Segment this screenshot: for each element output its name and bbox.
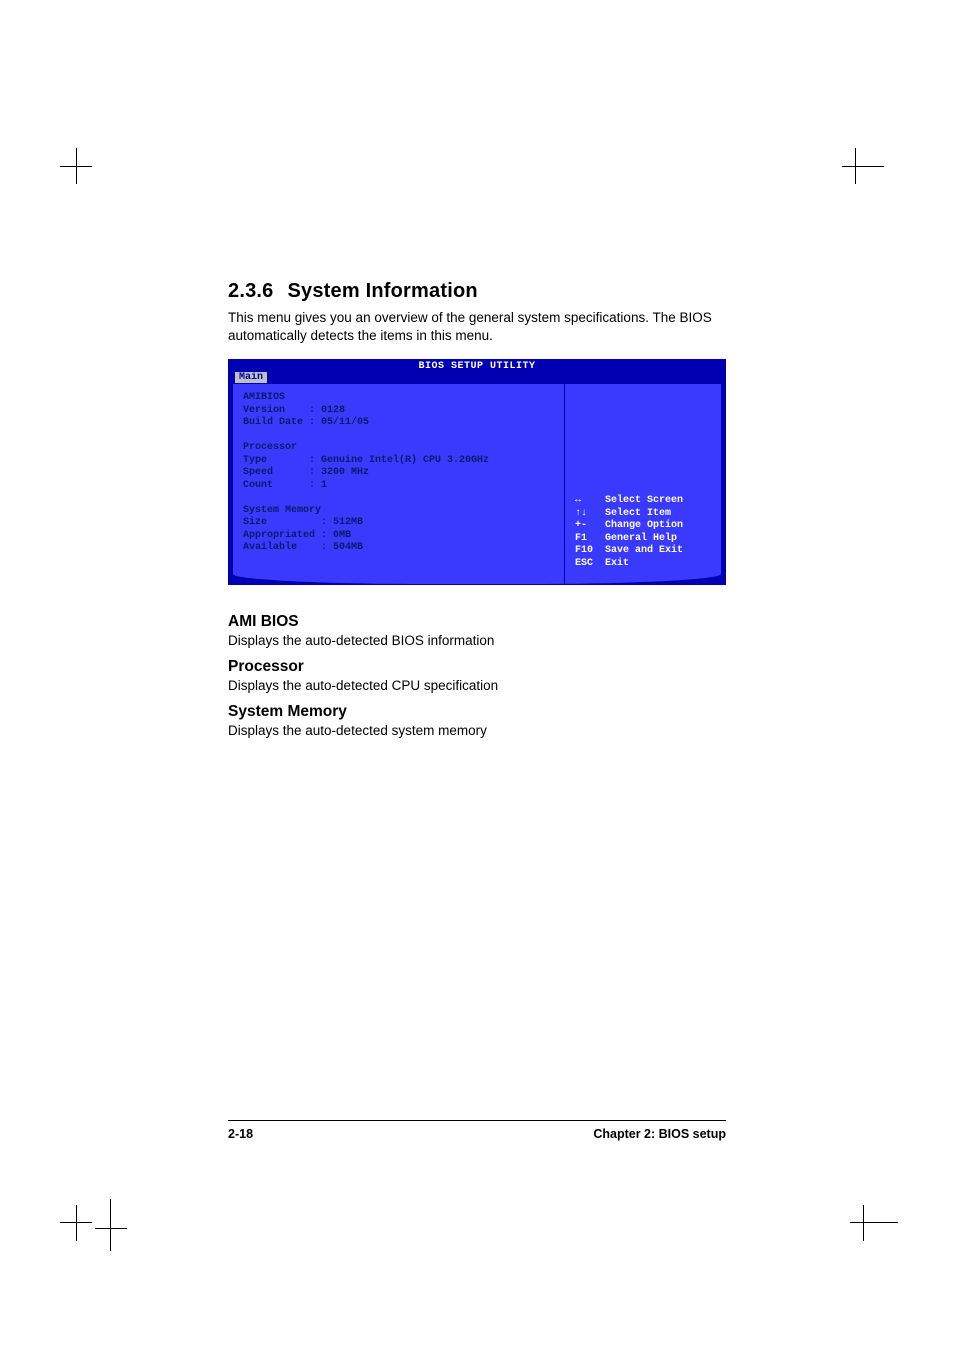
crop-mark — [110, 1199, 111, 1251]
section-intro: This menu gives you an overview of the g… — [228, 309, 726, 345]
bios-body: AMIBIOS Version : 0128 Build Date : 05/1… — [233, 384, 721, 584]
bios-nav-key: F10 — [575, 545, 605, 558]
bios-left-panel: AMIBIOS Version : 0128 Build Date : 05/1… — [233, 384, 565, 584]
page-content: 2.3.6 System Information This menu gives … — [228, 280, 726, 748]
bios-tab-main: Main — [235, 372, 267, 383]
bios-nav-row: ESCExit — [575, 558, 683, 571]
bios-nav-action: Save and Exit — [605, 545, 683, 556]
bios-nav-key: +- — [575, 520, 605, 533]
crop-mark — [863, 1205, 864, 1241]
footer-rule — [228, 1120, 726, 1121]
bios-nav-key: ESC — [575, 558, 605, 571]
crop-mark — [95, 1228, 127, 1229]
subhead-system-memory: System Memory — [228, 703, 726, 721]
bios-nav-row: F1General Help — [575, 533, 683, 546]
crop-mark — [842, 166, 884, 167]
subhead-processor: Processor — [228, 658, 726, 676]
bios-info-block: AMIBIOS Version : 0128 Build Date : 05/1… — [243, 392, 554, 555]
bios-nav-action: General Help — [605, 533, 677, 544]
bios-nav-row: ↔Select Screen — [575, 495, 683, 508]
bios-right-panel: ↔Select Screen↑↓Select Item+-Change Opti… — [565, 384, 721, 584]
footer-row: 2-18 Chapter 2: BIOS setup — [228, 1127, 726, 1141]
subhead-ami-bios: AMI BIOS — [228, 613, 726, 631]
bios-nav-row: ↑↓Select Item — [575, 508, 683, 521]
footer-page-number: 2-18 — [228, 1127, 253, 1141]
bios-nav-row: +-Change Option — [575, 520, 683, 533]
crop-mark — [60, 1222, 92, 1223]
bios-title: BIOS SETUP UTILITY — [229, 360, 725, 372]
bios-nav-action: Select Item — [605, 508, 671, 519]
bios-nav-action: Select Screen — [605, 495, 683, 506]
section-number: 2.3.6 — [228, 280, 273, 302]
bios-screenshot: BIOS SETUP UTILITY Main AMIBIOS Version … — [228, 359, 726, 585]
footer-chapter: Chapter 2: BIOS setup — [593, 1127, 726, 1141]
subtext-processor: Displays the auto-detected CPU specifica… — [228, 678, 726, 693]
crop-mark — [850, 1222, 898, 1223]
subtext-ami-bios: Displays the auto-detected BIOS informat… — [228, 633, 726, 648]
section-heading: 2.3.6 System Information — [228, 280, 726, 303]
bios-nav-help: ↔Select Screen↑↓Select Item+-Change Opti… — [575, 495, 683, 570]
section-title-text: System Information — [287, 280, 477, 302]
crop-mark — [60, 166, 92, 167]
bios-nav-key: ↑↓ — [575, 508, 605, 521]
bios-nav-key: F1 — [575, 533, 605, 546]
bios-nav-row: F10Save and Exit — [575, 545, 683, 558]
subtext-system-memory: Displays the auto-detected system memory — [228, 723, 726, 738]
bios-nav-key: ↔ — [575, 495, 605, 508]
crop-mark — [76, 1205, 77, 1241]
bios-nav-action: Exit — [605, 558, 629, 569]
bios-nav-action: Change Option — [605, 520, 683, 531]
page-footer: 2-18 Chapter 2: BIOS setup — [228, 1120, 726, 1141]
